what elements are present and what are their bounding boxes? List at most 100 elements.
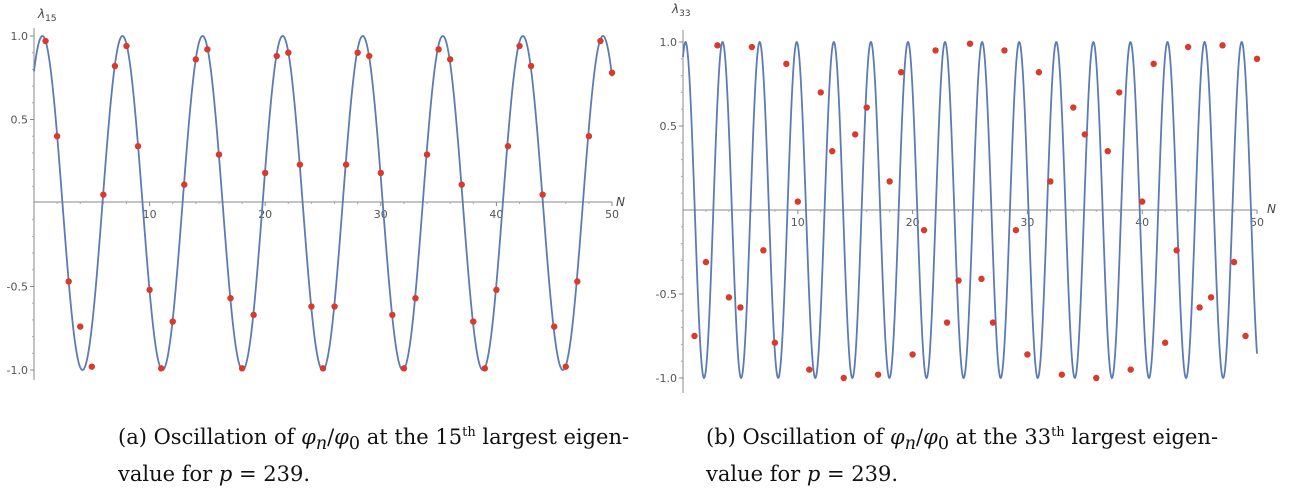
data-point <box>1001 47 1008 54</box>
data-point <box>794 198 801 205</box>
chart-a: 10 20 30 40 50 1.0 0.5 -0.5 -1.0 λ15 N <box>7 7 625 380</box>
chart-a-axes <box>33 28 612 380</box>
chart-b-axes <box>682 30 1257 393</box>
caption-a-phi-0: φ <box>334 425 349 449</box>
data-point <box>852 131 859 138</box>
data-point <box>966 40 974 47</box>
chart-a-curve <box>33 35 613 371</box>
data-point <box>470 318 477 325</box>
caption-b-sub-0: 0 <box>937 434 949 455</box>
data-point <box>1207 294 1215 301</box>
data-point <box>920 226 928 234</box>
data-point <box>123 42 130 50</box>
data-point <box>574 278 581 285</box>
chart-a-y-axis-label: λ15 <box>37 7 57 24</box>
chart-b-y-axis-label-base: λ <box>671 2 679 16</box>
chart-b-tick-labels: 10 20 30 40 50 1.0 0.5 -0.5 -1.0 <box>656 36 1264 385</box>
data-point <box>296 161 304 168</box>
x-tick-label: 10 <box>143 208 157 221</box>
data-point <box>215 151 223 158</box>
data-point <box>1035 69 1043 76</box>
chart-a-x-axis-label: N <box>616 195 625 209</box>
data-point <box>227 294 234 302</box>
data-point <box>886 178 893 185</box>
caption-a-sub-n: n <box>315 434 328 455</box>
chart-b-x-axis-label: N <box>1267 202 1276 216</box>
x-tick-label: 40 <box>489 208 503 221</box>
data-point <box>817 89 824 96</box>
caption-a-sup: th <box>462 425 476 440</box>
data-point <box>1184 43 1192 51</box>
data-point <box>504 143 512 150</box>
data-point <box>760 247 767 254</box>
data-point <box>77 323 84 330</box>
data-point <box>1230 258 1238 266</box>
chart-b: 10 20 30 40 50 1.0 0.5 -0.5 -1.0 λ33 N <box>656 2 1276 393</box>
y-tick-label: -0.5 <box>7 281 28 294</box>
data-point <box>1139 198 1146 205</box>
x-tick-label: 40 <box>1135 216 1149 229</box>
y-tick-label: 1.0 <box>11 30 29 43</box>
data-point <box>1058 371 1066 378</box>
caption-b-prefix: (b) Oscillation of <box>706 425 891 449</box>
data-point <box>134 143 142 150</box>
data-point <box>250 311 257 319</box>
data-point <box>146 286 153 294</box>
data-point <box>181 181 188 188</box>
data-point <box>53 133 61 140</box>
y-tick-label: 0.5 <box>11 114 29 127</box>
data-point <box>285 49 292 56</box>
chart-b-points <box>691 40 1261 382</box>
data-point <box>874 371 882 378</box>
y-tick-label: -1.0 <box>7 364 28 377</box>
caption-a-middle: at the 15 <box>360 425 463 449</box>
data-point <box>1070 104 1077 111</box>
data-point <box>943 319 951 326</box>
caption-a: (a) Oscillation of φn/φ0 at the 15th lar… <box>118 422 698 489</box>
data-point <box>806 366 813 373</box>
data-point <box>932 47 939 54</box>
data-point <box>481 365 489 372</box>
caption-a-line2-var: p <box>218 462 233 487</box>
caption-b-suffix: largest eigen- <box>1064 425 1219 449</box>
caption-b-phi-0: φ <box>923 425 938 449</box>
data-point <box>516 42 523 50</box>
caption-b-sup: th <box>1051 425 1065 440</box>
x-tick-label: 50 <box>605 208 619 221</box>
data-point <box>585 133 593 140</box>
caption-a-phi-n: φ <box>301 425 316 449</box>
data-point <box>527 62 535 70</box>
data-point <box>204 46 211 53</box>
data-point <box>1150 60 1157 68</box>
caption-a-prefix: (a) Oscillation of <box>118 425 302 449</box>
data-point <box>493 286 500 294</box>
data-point <box>169 318 176 325</box>
data-point <box>354 49 361 56</box>
data-point <box>342 161 350 168</box>
data-point <box>539 191 546 198</box>
caption-b: (b) Oscillation of φn/φ0 at the 33th lar… <box>706 422 1286 489</box>
data-point <box>192 56 200 63</box>
data-point <box>608 69 616 76</box>
data-point <box>111 62 119 70</box>
x-tick-label: 20 <box>906 216 920 229</box>
data-point <box>1161 339 1169 346</box>
data-point <box>423 151 431 158</box>
data-point <box>331 303 338 310</box>
data-point <box>435 46 442 53</box>
caption-b-line2-suffix: = 239. <box>820 462 899 487</box>
data-point <box>551 323 558 330</box>
caption-a-line2-suffix: = 239. <box>232 462 311 487</box>
data-point <box>989 319 997 326</box>
caption-b-slash: / <box>916 425 924 449</box>
caption-b-line2-var: p <box>806 462 821 487</box>
x-tick-label: 30 <box>374 208 388 221</box>
caption-b-line2-prefix: value for <box>706 462 807 487</box>
caption-a-sub-0: 0 <box>348 434 361 455</box>
data-point <box>909 351 916 358</box>
x-tick-label: 10 <box>791 216 805 229</box>
chart-a-y-axis-label-base: λ <box>37 7 45 21</box>
data-point <box>1093 374 1100 382</box>
data-point <box>1253 55 1261 62</box>
data-point <box>1024 351 1031 358</box>
